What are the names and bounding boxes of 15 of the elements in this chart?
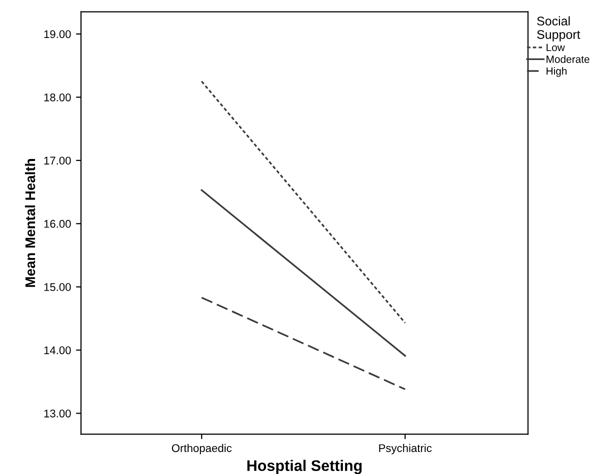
y-tick-label: 17.00 — [44, 156, 71, 165]
y-axis-title: Mean Mental Health — [24, 159, 36, 287]
x-tick-label: Orthopaedic — [172, 444, 232, 454]
y-tick-label: 14.00 — [44, 346, 71, 354]
x-axis-title: Hosptial Setting — [247, 460, 362, 474]
legend-label: Low — [546, 44, 565, 52]
legend-label: High — [546, 67, 567, 77]
y-tick-label: 19.00 — [44, 30, 71, 38]
x-tick-label: Psychiatric — [379, 444, 432, 454]
y-tick-label: 16.00 — [44, 220, 71, 228]
y-tick-label: 13.00 — [44, 410, 71, 418]
y-tick-label: 15.00 — [44, 283, 71, 292]
legend-title: Social Support — [537, 16, 580, 42]
y-tick-label: 18.00 — [44, 93, 71, 102]
legend-label: Moderate — [546, 55, 590, 63]
